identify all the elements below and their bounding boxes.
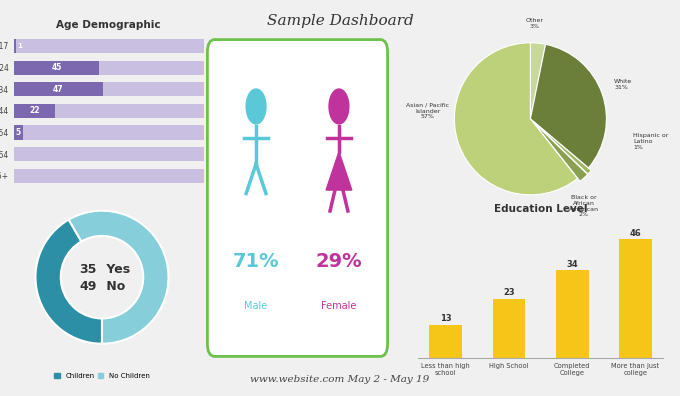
Text: No: No [102, 280, 125, 293]
Text: 13: 13 [440, 314, 452, 324]
Text: 23: 23 [503, 288, 515, 297]
Bar [14, 147, 204, 161]
Text: 22: 22 [29, 107, 40, 115]
Text: www.website.com May 2 - May 19: www.website.com May 2 - May 19 [250, 375, 430, 384]
Text: 49: 49 [80, 280, 97, 293]
Text: 5: 5 [16, 128, 21, 137]
Title: Education Level: Education Level [494, 204, 588, 214]
Text: 35: 35 [80, 263, 97, 276]
Text: 45: 45 [51, 63, 62, 72]
Text: Hispanic or
Latino
1%: Hispanic or Latino 1% [633, 133, 668, 150]
Bar [14, 126, 23, 139]
Bar [14, 104, 204, 118]
Wedge shape [533, 121, 592, 174]
Bar [14, 39, 16, 53]
Text: 71%: 71% [233, 252, 279, 271]
Title: Age Demographic: Age Demographic [56, 19, 161, 30]
Wedge shape [454, 43, 577, 195]
Bar [14, 104, 56, 118]
Text: Yes: Yes [102, 263, 130, 276]
Bar [14, 61, 204, 74]
Wedge shape [69, 211, 169, 344]
Text: 29%: 29% [316, 252, 362, 271]
Bar [14, 169, 204, 183]
Bar [556, 270, 589, 358]
Text: Black or
African
American
2%: Black or African American 2% [568, 195, 598, 217]
Wedge shape [530, 44, 607, 168]
Bar [14, 61, 99, 74]
Polygon shape [326, 152, 352, 190]
Text: 1: 1 [18, 43, 22, 49]
Wedge shape [35, 220, 102, 344]
Text: 47: 47 [53, 85, 64, 94]
Text: Sample Dashboard: Sample Dashboard [267, 14, 413, 28]
Text: 34: 34 [566, 260, 578, 269]
Text: White
31%: White 31% [614, 79, 632, 90]
Bar [14, 82, 103, 96]
Wedge shape [533, 122, 588, 181]
Circle shape [329, 89, 349, 124]
Wedge shape [530, 43, 545, 119]
Text: 46: 46 [630, 229, 641, 238]
Bar [492, 299, 526, 358]
Legend: Children, No Children: Children, No Children [52, 370, 152, 382]
Bar [14, 39, 204, 53]
Circle shape [246, 89, 266, 124]
Bar [619, 239, 652, 358]
Text: Asian / Pacific
Islander
57%: Asian / Pacific Islander 57% [406, 103, 449, 120]
FancyBboxPatch shape [207, 40, 388, 356]
Bar [429, 325, 462, 358]
Text: Male: Male [244, 301, 268, 311]
Bar [14, 82, 204, 96]
Text: Other
3%: Other 3% [525, 18, 543, 29]
Bar [14, 126, 204, 139]
Text: Female: Female [321, 301, 356, 311]
